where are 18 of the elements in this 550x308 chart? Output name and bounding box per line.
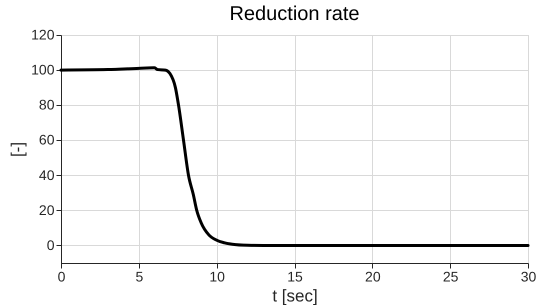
x-tick-label: 25 [442, 268, 459, 284]
y-tick-label: 100 [31, 62, 55, 78]
x-tick-label: 30 [520, 268, 536, 284]
line-series [60, 66, 530, 247]
x-tick-label: 5 [135, 268, 144, 284]
x-tick-label: 0 [58, 268, 66, 284]
x-tick-label: 10 [209, 268, 226, 284]
y-tick-label: 40 [38, 166, 55, 183]
y-tick-label: 120 [31, 26, 55, 42]
x-tick-label: 15 [287, 268, 303, 284]
y-tick-label: 0 [46, 236, 55, 253]
y-axis-title: [-] [8, 142, 28, 158]
y-tick-label: 20 [38, 202, 55, 218]
chart-title: Reduction rate [229, 3, 360, 25]
y-tick-label: 60 [38, 132, 55, 148]
x-axis-title: t [sec] [272, 286, 318, 306]
x-tick-label: 20 [365, 268, 381, 284]
y-tick-label: 80 [38, 96, 55, 113]
